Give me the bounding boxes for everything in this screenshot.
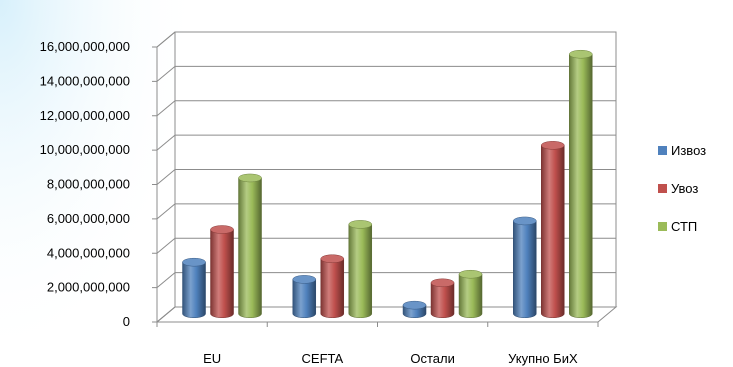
y-tick-label: 0	[123, 314, 130, 329]
gridline-side	[156, 203, 176, 220]
axes	[152, 46, 618, 327]
bar-СТП-Укупно БиХ	[569, 49, 593, 318]
bar-Извоз-Остали	[402, 300, 427, 318]
floor	[155, 306, 618, 323]
legend-item: Увоз	[658, 181, 698, 196]
bar-Увоз-Укупно БиХ	[541, 141, 565, 318]
bar-Извоз-CEFTA	[292, 275, 317, 318]
y-tick-label: 14,000,000,000	[40, 73, 130, 88]
legend-swatch	[658, 184, 667, 193]
x-tick-labels: EU CEFTA Остали Укупно БиХ	[203, 351, 578, 366]
bar-Извоз-Укупно БиХ	[513, 216, 537, 318]
y-tick-label: 8,000,000,000	[47, 177, 130, 192]
bar-Извоз-EU	[182, 257, 206, 318]
gridline-side	[156, 31, 176, 48]
y-tick-label: 4,000,000,000	[47, 245, 130, 260]
x-tick-label: CEFTA	[302, 351, 344, 366]
gridline-side	[156, 237, 176, 254]
y-tick-label: 16,000,000,000	[40, 39, 130, 54]
y-tick-labels: 0 2,000,000,000 4,000,000,000 6,000,000,000…	[40, 39, 130, 329]
bar-Увоз-EU	[210, 225, 234, 318]
legend-item: Извоз	[658, 143, 706, 158]
gridline-side	[156, 169, 176, 185]
legend-swatch	[658, 146, 667, 155]
y-tick-label: 10,000,000,000	[40, 142, 130, 157]
legend-label: СТП	[671, 219, 697, 234]
gridline-side	[156, 100, 176, 117]
bar-Увоз-CEFTA	[320, 254, 345, 318]
background-glow	[0, 0, 200, 367]
x-tick-label: Остали	[410, 351, 455, 366]
legend-label: Увоз	[671, 181, 698, 196]
bars	[182, 49, 593, 318]
gridline-side	[156, 65, 176, 82]
bar-Увоз-Остали	[430, 278, 455, 318]
y-tick-label: 2,000,000,000	[47, 280, 130, 295]
legend-swatch	[658, 222, 667, 231]
y-tick-label: 6,000,000,000	[47, 211, 130, 226]
bar-СТП-CEFTA	[348, 220, 373, 318]
x-tick-label: EU	[203, 351, 221, 366]
gridline-side	[156, 134, 176, 151]
bar-СТП-Остали	[458, 269, 483, 318]
legend-item: СТП	[658, 219, 697, 234]
legend: Извоз Увоз СТП	[658, 143, 706, 234]
x-tick-label: Укупно БиХ	[508, 351, 578, 366]
gridline-side	[156, 272, 176, 289]
legend-label: Извоз	[671, 143, 706, 158]
bar-СТП-EU	[238, 173, 262, 318]
y-tick-label: 12,000,000,000	[40, 108, 130, 123]
